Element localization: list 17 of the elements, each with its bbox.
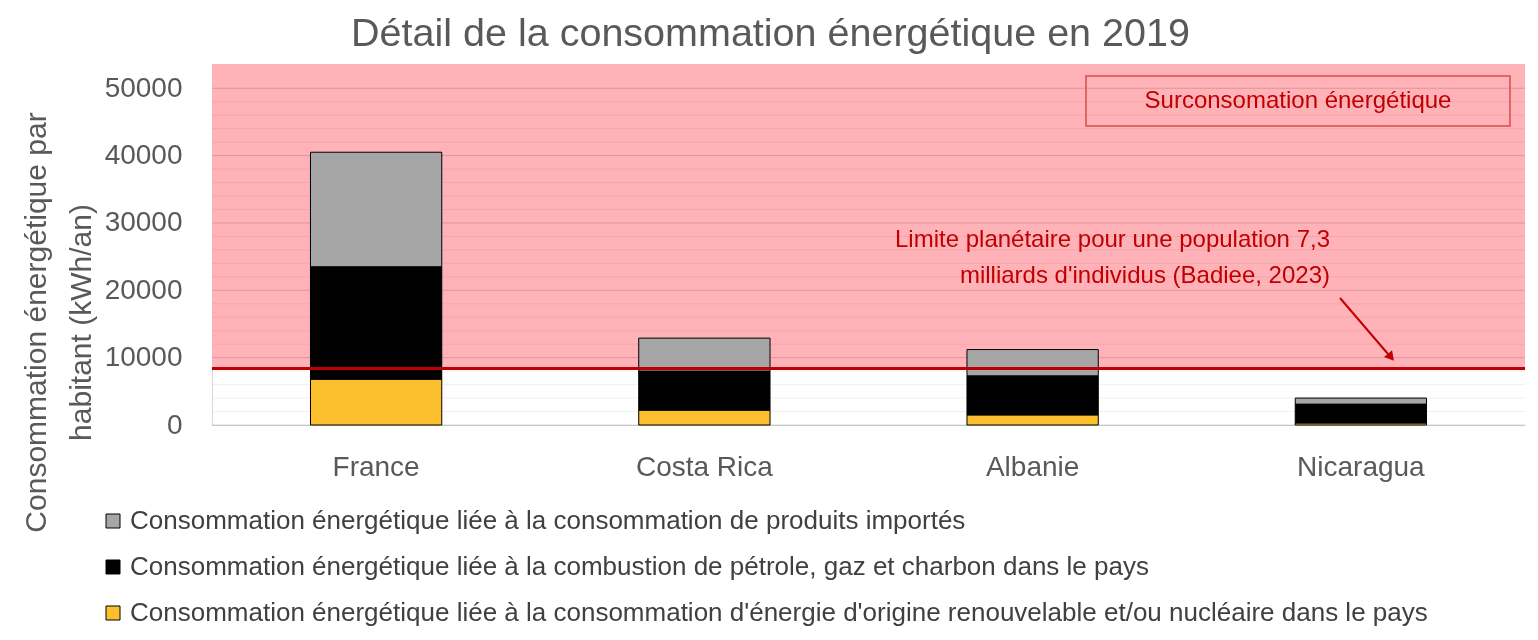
y-tick-label: 20000 [104, 273, 183, 305]
y-tick-label: 10000 [104, 341, 183, 373]
ref-line-label: Limite planétaire pour une population 7,3 milliards d'individus (Badiee, 2023) [895, 225, 1330, 288]
x-tick-label: Costa Rica [635, 450, 774, 482]
y-tick-label: 50000 [104, 71, 183, 103]
x-tick-label: Nicaragua [1297, 450, 1426, 482]
y-tick-label: 0 [166, 408, 183, 440]
chart-title: Détail de la consommation énergétique en 2019 [351, 9, 1190, 54]
y-tick-label: 30000 [104, 206, 183, 238]
legend-label: Consommation énergétique liée à la consommation d'énergie d'origine renouvelable et/ou nucléaire dans le pays [130, 597, 1428, 627]
x-tick-label: France [332, 450, 420, 482]
legend-label: Consommation énergétique liée à la consommation de produits importés [130, 505, 966, 535]
legend-label: Consommation énergétique liée à la combustion de pétrole, gaz et charbon dans le pays [130, 551, 1149, 581]
y-axis-title: Consommation énergétique par habitant (kWh/an) [18, 112, 97, 533]
band-label: Surconsomation énergétique [1144, 86, 1452, 113]
x-tick-label: Albanie [985, 450, 1080, 482]
y-tick-label: 40000 [104, 139, 183, 171]
